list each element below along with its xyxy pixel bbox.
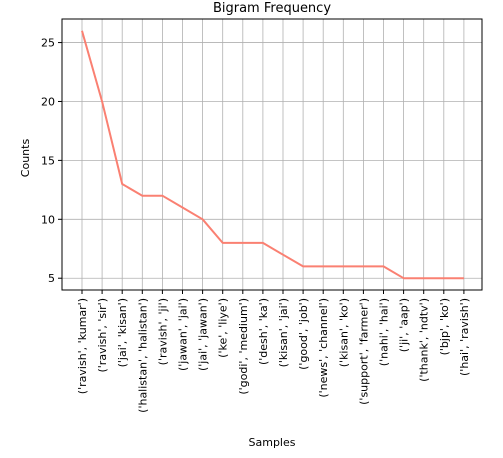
chart-title: Bigram Frequency	[213, 1, 331, 16]
y-tick-label: 20	[41, 95, 55, 108]
y-tick-label: 25	[41, 37, 55, 50]
x-tick-label: ('jai', 'jawan')	[197, 298, 210, 371]
data-point	[202, 218, 204, 220]
series-line	[81, 30, 464, 280]
x-tick-label: ('ji', 'aap')	[398, 298, 411, 352]
x-tick-label: ('good', 'job')	[297, 298, 310, 370]
x-tick-label: ('ravish', 'kumar')	[76, 298, 89, 394]
x-tick-label: ('jai', 'kisan')	[116, 298, 129, 367]
data-point	[362, 265, 364, 267]
x-tick-label: ('nahi', 'hai')	[378, 298, 391, 366]
data-point	[322, 265, 324, 267]
data-point	[342, 265, 344, 267]
x-tick-label: ('halistan', 'halistan')	[136, 298, 149, 413]
x-tick-label: ('kisan', 'jai')	[277, 298, 290, 367]
data-point	[242, 242, 244, 244]
x-axis-label: Samples	[249, 436, 296, 449]
data-point	[383, 265, 385, 267]
data-point	[81, 30, 83, 32]
x-tick-label: ('godi', 'medium')	[237, 298, 250, 395]
tick-layer: 5 10 15 20 25 ('ravish', 'kumar') ('ravish', '…	[41, 37, 471, 413]
x-tick-label: ('kisan', 'ko')	[337, 298, 350, 367]
x-tick-label: ('support', 'farmer')	[357, 298, 370, 405]
data-point	[463, 277, 465, 279]
x-tick-label: ('ravish', 'sir')	[96, 298, 109, 373]
data-point	[121, 183, 123, 185]
plot-frame	[61, 18, 483, 291]
y-tick-label: 15	[41, 154, 55, 167]
data-point	[161, 195, 163, 197]
y-tick-label: 5	[48, 272, 55, 285]
data-point	[182, 207, 184, 209]
y-tick-label: 10	[41, 213, 55, 226]
data-point	[282, 254, 284, 256]
x-tick-label: ('desh', 'ka')	[257, 298, 270, 365]
data-point	[141, 195, 143, 197]
data-point	[403, 277, 405, 279]
data-point	[222, 242, 224, 244]
data-layer	[81, 30, 465, 280]
data-point	[423, 277, 425, 279]
data-point	[262, 242, 264, 244]
x-tick-label: ('jawan', 'jai')	[177, 298, 190, 371]
x-tick-label: ('thank', 'ndtv')	[418, 298, 431, 382]
y-axis-label: Counts	[19, 139, 32, 178]
grid-layer	[62, 19, 482, 290]
x-tick-label: ('bjp', 'ko')	[438, 298, 451, 355]
data-point	[101, 100, 103, 102]
data-point	[443, 277, 445, 279]
data-point	[302, 265, 304, 267]
x-tick-label: ('ke', 'liye')	[217, 298, 230, 358]
x-tick-label: ('ravish', 'ji')	[156, 298, 169, 365]
x-tick-label: ('hai', 'ravish')	[458, 298, 471, 376]
x-tick-label: ('news', 'channel')	[317, 298, 330, 398]
